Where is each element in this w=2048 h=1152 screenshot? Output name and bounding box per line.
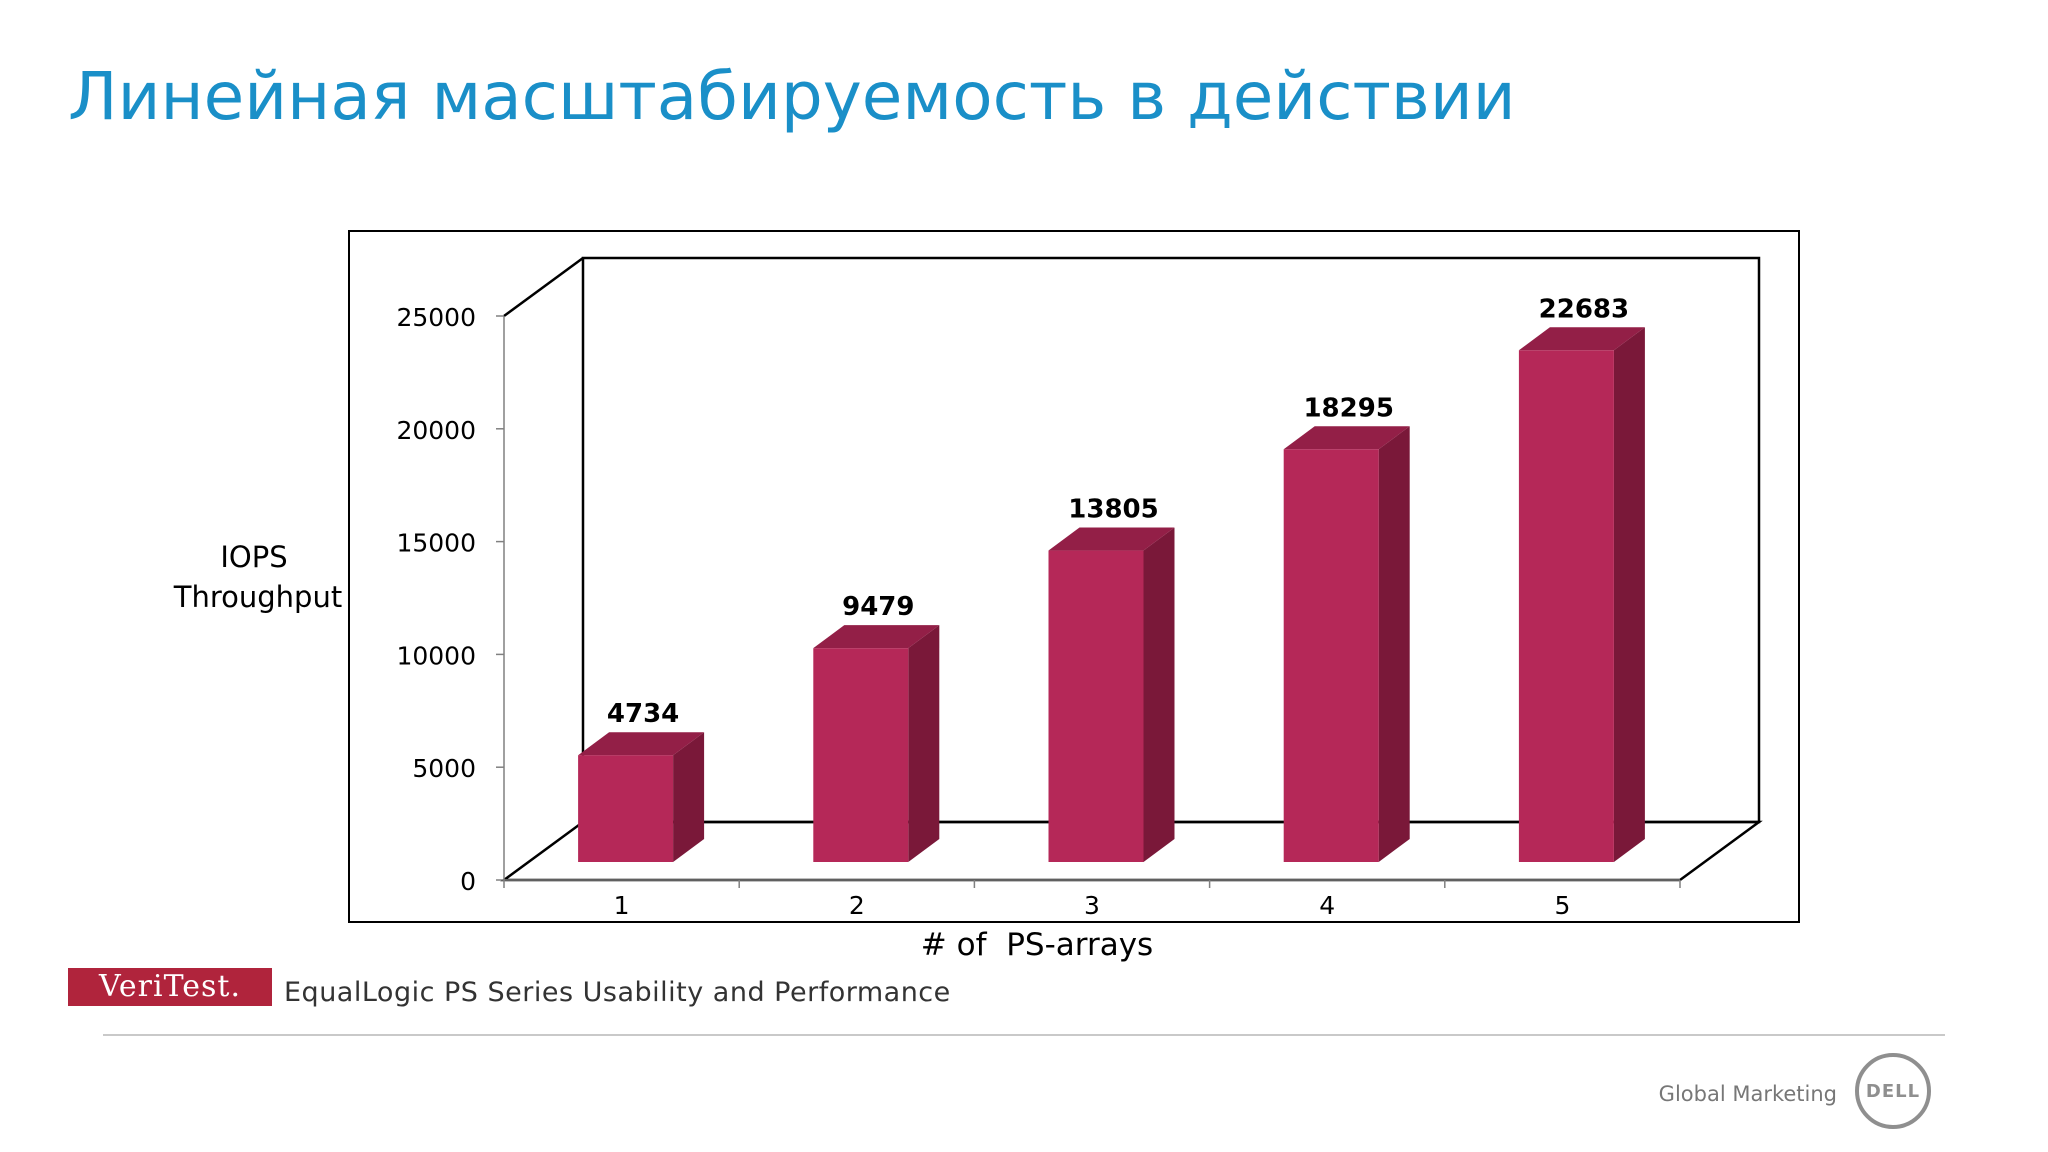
bar-side: [673, 732, 705, 862]
bar-5: [1518, 327, 1645, 863]
chart-left-wall-edge: [503, 256, 584, 318]
bar-top: [813, 625, 940, 649]
source-caption: EqualLogic PS Series Usability and Perfo…: [284, 977, 951, 1008]
bar-top: [1283, 426, 1410, 450]
bar-side: [908, 625, 940, 862]
y-tick-label: 5000: [412, 754, 476, 783]
footer-divider: [103, 1034, 1945, 1036]
bar-data-labels: 4734 9479 13805 18295 22683: [607, 294, 1629, 729]
bar-data-label: 18295: [1303, 393, 1393, 423]
y-tick-label: 25000: [396, 303, 476, 332]
y-tick-label: 10000: [396, 641, 476, 670]
bar-data-label: 13805: [1068, 495, 1158, 525]
y-axis-label-line-2: Throughput: [173, 580, 342, 614]
x-tick-label: 4: [1319, 891, 1335, 920]
bar-front: [1283, 449, 1379, 862]
bar-top: [578, 732, 705, 756]
dell-logo: DELL: [1855, 1053, 1931, 1129]
bar-front: [1048, 550, 1144, 862]
x-tick-label: 5: [1554, 891, 1570, 920]
bar-1: [578, 732, 705, 862]
y-tick-label: 0: [460, 867, 476, 896]
bar-2: [813, 625, 940, 862]
bar-data-label: 4734: [607, 699, 679, 729]
bar-top: [1048, 527, 1175, 551]
bar-data-label: 9479: [842, 592, 914, 622]
y-tick-label: 20000: [396, 416, 476, 445]
x-tick-label: 3: [1084, 891, 1100, 920]
bar-side: [1143, 527, 1175, 862]
x-axis-label: # of PS-arrays: [921, 927, 1153, 963]
slide-title: Линейная масштабируемость в действии: [68, 58, 1516, 135]
bar-3: [1048, 527, 1175, 862]
bars: [578, 327, 1645, 863]
y-axis-ticks: 0 5000 10000 15000 20000 25000: [396, 303, 504, 896]
bar-4: [1283, 426, 1410, 862]
bar-front: [813, 648, 909, 862]
x-tick-label: 2: [849, 891, 865, 920]
y-tick-label: 15000: [396, 529, 476, 558]
bar-side: [1613, 327, 1645, 863]
x-axis-ticks: 1 2 3 4 5: [503, 880, 1681, 920]
bar-side: [1378, 426, 1410, 862]
x-tick-label: 1: [614, 891, 630, 920]
veritest-logo: VeriTest.: [68, 968, 272, 1006]
bar-top: [1518, 327, 1645, 351]
bar-front: [578, 755, 674, 862]
bar-front: [1518, 350, 1614, 862]
y-axis-label-line-1: IOPS: [220, 540, 287, 574]
bar-data-label: 22683: [1539, 294, 1629, 324]
footer-brand: Global Marketing: [1658, 1082, 1837, 1106]
